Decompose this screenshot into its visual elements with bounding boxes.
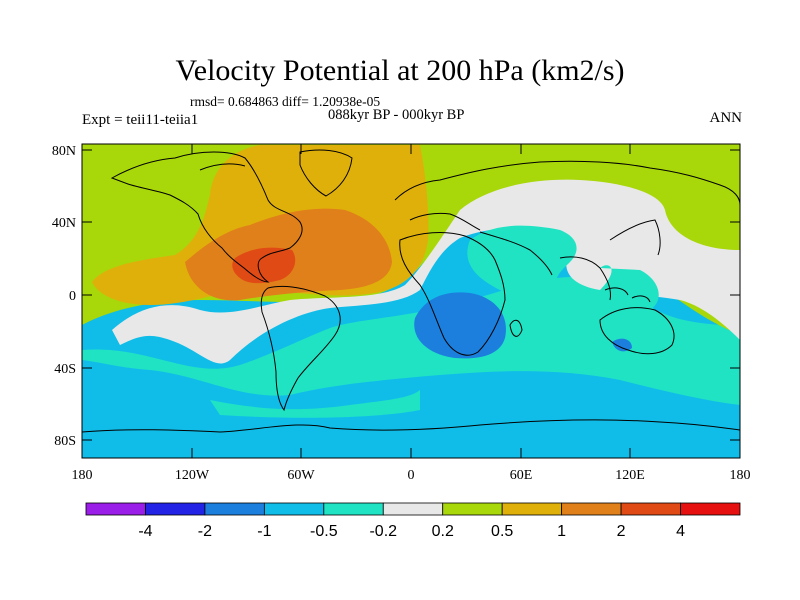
- lat-label-40n: 40N: [52, 216, 76, 231]
- rmsd-diff-stats: rmsd= 0.684863 diff= 1.20938e-05: [190, 94, 381, 109]
- lat-label-80s: 80S: [54, 434, 76, 449]
- colorbar-swatch: [145, 502, 206, 516]
- lon-label-60w: 60W: [287, 468, 315, 483]
- chart-title: Velocity Potential at 200 hPa (km2/s): [175, 54, 625, 87]
- colorbar-label: -2: [198, 523, 212, 540]
- colorbar-swatch: [85, 502, 146, 516]
- colorbar-swatch: [323, 502, 384, 516]
- lon-label-0: 0: [408, 468, 415, 483]
- colorbar-swatch: [263, 502, 325, 516]
- lon-label-180w: 180: [72, 468, 93, 483]
- lon-label-120e: 120E: [615, 468, 645, 483]
- season-label: ANN: [709, 110, 743, 126]
- colorbar-label: -0.2: [369, 523, 397, 540]
- lat-label-0: 0: [69, 289, 76, 304]
- time-period-label: 088kyr BP - 000kyr BP: [328, 107, 465, 123]
- colorbar: -4 -2 -1 -0.5 -0.2 0.2 0.5 1 2 4: [85, 502, 741, 540]
- colorbar-swatch: [501, 502, 563, 516]
- lon-label-180e: 180: [730, 468, 751, 483]
- experiment-label: Expt = teii11-teiia1: [82, 112, 199, 128]
- colorbar-swatch: [680, 502, 741, 516]
- colorbar-swatch: [382, 502, 444, 516]
- colorbar-label: 4: [676, 523, 685, 540]
- colorbar-label: -0.5: [310, 523, 338, 540]
- lat-label-80n: 80N: [52, 144, 76, 159]
- lon-label-60e: 60E: [510, 468, 533, 483]
- lon-tick-marks: [191, 144, 631, 458]
- colorbar-label: 0.5: [491, 523, 513, 540]
- colorbar-label: -4: [138, 523, 152, 540]
- colorbar-label: -1: [257, 523, 271, 540]
- lat-tick-marks: [82, 149, 740, 441]
- lon-label-120w: 120W: [175, 468, 210, 483]
- colorbar-swatch: [620, 502, 681, 516]
- colorbar-swatch: [561, 502, 622, 516]
- coastlines: [82, 149, 740, 433]
- colorbar-label: 1: [557, 523, 566, 540]
- colorbar-label: 2: [617, 523, 626, 540]
- contour-fills: [82, 144, 740, 458]
- lat-label-40s: 40S: [54, 362, 76, 377]
- colorbar-swatch: [442, 502, 503, 516]
- colorbar-swatch: [204, 502, 265, 516]
- colorbar-label: 0.2: [432, 523, 454, 540]
